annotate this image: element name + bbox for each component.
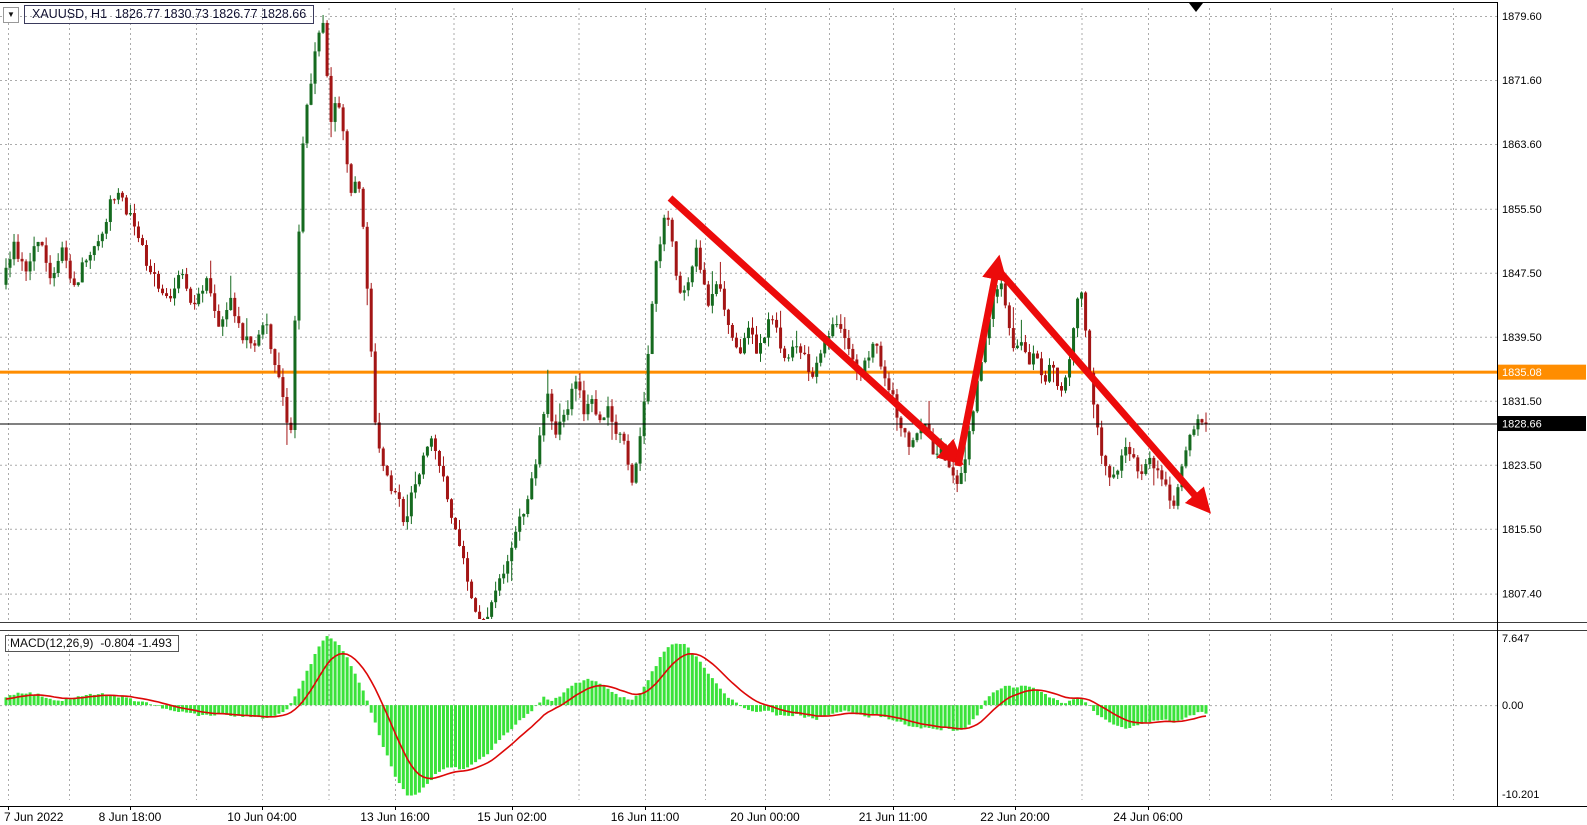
last-bar-marker-icon [1189, 3, 1203, 12]
macd-axis-label: 7.647 [1502, 633, 1530, 645]
candlestick-series[interactable] [4, 14, 1208, 620]
price-axis-label: 1863.60 [1502, 139, 1542, 151]
time-axis-label: 15 Jun 02:00 [477, 810, 547, 824]
macd-axis-label: 0.00 [1502, 700, 1523, 712]
macd-histogram[interactable] [4, 636, 1208, 796]
macd-values: -0.804 -1.493 [100, 636, 172, 650]
price-axis-label: 1823.50 [1502, 460, 1542, 472]
symbol-ohlc-box: XAUUSD, H1 1826.77 1830.73 1826.77 1828.… [24, 5, 315, 24]
symbol-period-label: XAUUSD, H1 [32, 7, 108, 21]
hline-price-tag-text: 1835.08 [1502, 367, 1542, 379]
price-axis-label: 1855.50 [1502, 204, 1542, 216]
price-axis-label: 1807.40 [1502, 589, 1542, 601]
time-axis-label: 20 Jun 00:00 [730, 810, 800, 824]
price-axis-label: 1847.50 [1502, 268, 1542, 280]
trend-arrow-line[interactable] [997, 269, 1211, 514]
macd-axis-label: -10.201 [1502, 789, 1539, 801]
price-axis-label: 1871.60 [1502, 75, 1542, 87]
time-axis-label: 13 Jun 16:00 [360, 810, 430, 824]
trend-arrows[interactable] [667, 195, 1211, 514]
grid [0, 8, 1497, 800]
price-axis-label: 1815.50 [1502, 524, 1542, 536]
time-axis-label: 21 Jun 11:00 [859, 810, 928, 824]
current-price-tag [1498, 416, 1586, 432]
time-axis-label: 7 Jun 2022 [4, 810, 64, 824]
trend-arrow-line[interactable] [667, 195, 964, 466]
horizontal-price-line[interactable] [0, 370, 1497, 374]
trend-arrow-line[interactable] [954, 254, 1007, 467]
macd-name: MACD(12,26,9) [10, 636, 94, 650]
chart-header: ▼ XAUUSD, H1 1826.77 1830.73 1826.77 182… [3, 5, 315, 24]
time-axis-label: 24 Jun 06:00 [1113, 810, 1183, 824]
current-price-tag-text: 1828.66 [1502, 419, 1542, 431]
price-axis[interactable]: 1879.60 1871.60 1863.60 1855.50 1847.50 1839.… [1498, 11, 1586, 801]
price-axis-label: 1839.50 [1502, 332, 1542, 344]
time-axis-label: 22 Jun 20:00 [980, 810, 1050, 824]
price-axis-label: 1879.60 [1502, 11, 1542, 23]
chevron-down-icon[interactable]: ▼ [3, 6, 19, 23]
macd-signal-line [5, 652, 1207, 780]
hline-price-tag [1498, 364, 1586, 380]
time-axis-label: 16 Jun 11:00 [611, 810, 680, 824]
time-axis-label: 8 Jun 18:00 [99, 810, 162, 824]
macd-indicator-label: MACD(12,26,9) -0.804 -1.493 [5, 635, 179, 652]
price-axis-label: 1831.50 [1502, 396, 1542, 408]
time-axis-label: 10 Jun 04:00 [227, 810, 297, 824]
time-axis[interactable]: 7 Jun 2022 8 Jun 18:00 10 Jun 04:00 13 Jun … [4, 806, 1183, 824]
ohlc-values: 1826.77 1830.73 1826.77 1828.66 [115, 7, 307, 21]
